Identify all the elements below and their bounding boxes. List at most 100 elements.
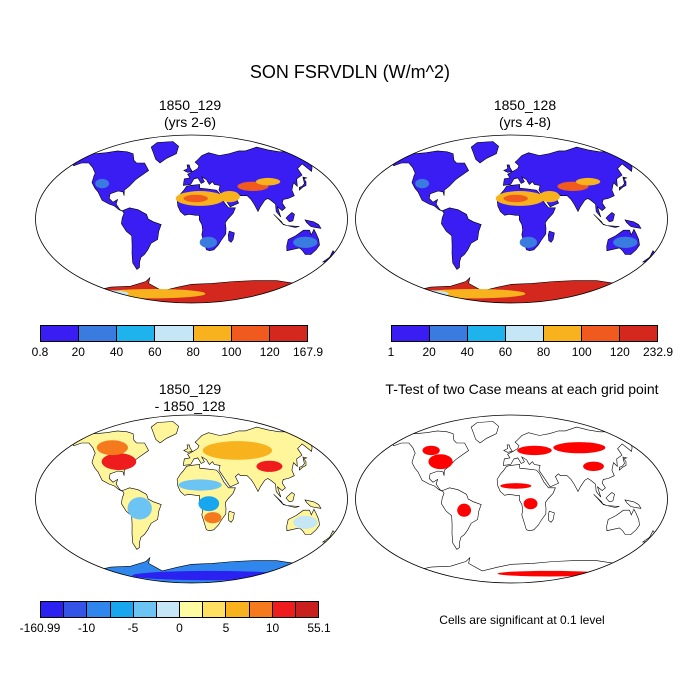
colorbar-tick-label: 167.9: [292, 345, 324, 359]
continent-japan: [298, 176, 308, 191]
colorbar-segment: [117, 326, 156, 341]
map-border: [35, 414, 348, 584]
panel-title-diff-line2: - 1850_128: [154, 398, 226, 414]
continent-new-guinea: [624, 499, 642, 509]
region-us-west: [95, 178, 110, 189]
continent-indonesia: [593, 214, 620, 228]
panel-title-diff: 1850_129 - 1850_128: [30, 381, 350, 415]
panel-title-ttest-line1: T-Test of two Case means at each grid po…: [385, 381, 659, 397]
map-case1: [35, 134, 348, 304]
sig-antarctica: [497, 570, 602, 577]
region-gobi: [575, 177, 601, 186]
sig-south-america: [457, 503, 472, 517]
continent-new-zealand: [321, 250, 337, 263]
map-border: [355, 134, 668, 304]
colorbar-segment: [392, 326, 430, 341]
colorbar-segment: [133, 602, 157, 617]
map-ttest: [355, 414, 668, 584]
colorbar-segment: [41, 602, 65, 617]
continent-borneo: [605, 212, 615, 223]
region-diff-south-africa: [204, 512, 222, 524]
continent-north-america: [390, 150, 469, 212]
continent-north-america: [70, 150, 149, 212]
region-antarctica-west: [101, 289, 206, 299]
colorbar-segment: [544, 326, 582, 341]
continent-greenland: [470, 421, 499, 444]
colorbar-diff: [40, 601, 319, 618]
region-australia-interior: [293, 236, 318, 248]
colorbar-tick-label: 40: [460, 345, 474, 359]
colorbar-segment: [156, 602, 181, 617]
colorbar-segment: [231, 326, 270, 341]
colorbar-tick-label: 232.9: [642, 345, 674, 359]
colorbar-segment: [249, 602, 273, 617]
colorbar-segment: [64, 602, 88, 617]
colorbar-tick-label: 55.1: [307, 621, 331, 635]
continent-japan: [618, 456, 628, 471]
region-diff-australia: [293, 515, 318, 529]
map-border: [355, 414, 668, 584]
colorbar-case2: [391, 325, 658, 342]
colorbar-segment: [155, 326, 194, 341]
region-arabia: [539, 191, 560, 203]
sig-europe: [517, 445, 552, 456]
colorbar-segment: [226, 602, 250, 617]
colorbar-segment: [295, 602, 319, 617]
region-diff-tibet: [256, 460, 283, 472]
region-diff-antarctica: [132, 570, 289, 581]
continent-south-america: [441, 207, 482, 270]
region-diff-sahel: [178, 479, 222, 491]
continent-south-america: [121, 207, 162, 270]
sig-canada: [422, 445, 440, 456]
colorbar-segment: [506, 326, 544, 341]
continent-japan: [298, 456, 308, 471]
continent-new-zealand: [321, 530, 337, 543]
continent-indonesia: [273, 214, 300, 228]
colorbar-tick-label: 100: [571, 345, 592, 359]
colorbar-tick-label: 20: [422, 345, 436, 359]
colorbar-tick-label: 60: [148, 345, 162, 359]
region-diff-siberia: [202, 441, 273, 460]
colorbar-tick-label: 80: [186, 345, 200, 359]
continent-eurasia: [502, 426, 641, 498]
panel-title-ttest: T-Test of two Case means at each grid po…: [352, 381, 692, 398]
colorbar-tick-label: 40: [109, 345, 124, 359]
map-border: [35, 134, 348, 304]
continent-new-guinea: [624, 219, 642, 229]
region-australia-interior: [613, 236, 638, 248]
colorbar-segment: [272, 602, 296, 617]
colorbar-tick-label: 120: [259, 345, 280, 359]
colorbar-segment: [180, 602, 204, 617]
sig-siberia: [553, 442, 606, 454]
continent-madagascar: [227, 510, 235, 523]
continent-africa: [496, 464, 556, 532]
region-kalahari: [199, 236, 218, 248]
region-sahara-core: [503, 194, 528, 203]
sig-sahel: [500, 483, 532, 489]
panel-title-case1: 1850_129 (yrs 2-6): [30, 97, 350, 131]
map-diff: [35, 414, 348, 584]
colorbar-segment: [193, 326, 232, 341]
continent-new-guinea: [304, 219, 322, 229]
region-diff-canada: [96, 440, 128, 456]
continent-indonesia: [273, 494, 300, 508]
colorbar-segment: [582, 326, 620, 341]
continent-greenland: [150, 421, 179, 444]
region-gobi: [255, 177, 281, 186]
sig-eastern-us: [428, 454, 453, 470]
colorbar-tick-label: 1: [387, 345, 395, 359]
continent-british-isles: [183, 444, 193, 453]
colorbar-tick-label: 20: [71, 345, 85, 359]
colorbar-segment: [87, 602, 111, 617]
figure-title: SON FSRVDLN (W/m^2): [249, 62, 451, 82]
continent-indonesia: [593, 494, 620, 508]
region-sahara-core: [183, 194, 208, 203]
colorbar-segment: [79, 326, 118, 341]
colorbar-segment: [430, 326, 468, 341]
continent-japan: [618, 176, 628, 191]
colorbar-case2-labels: 1 20 40 60 80 100 120 232.9: [387, 345, 673, 361]
continent-new-zealand: [641, 530, 657, 543]
region-us-west: [415, 178, 430, 189]
colorbar-case1-labels: 0.8 20 40 60 80 100 120 167.9: [32, 345, 323, 361]
continent-new-guinea: [304, 499, 322, 509]
